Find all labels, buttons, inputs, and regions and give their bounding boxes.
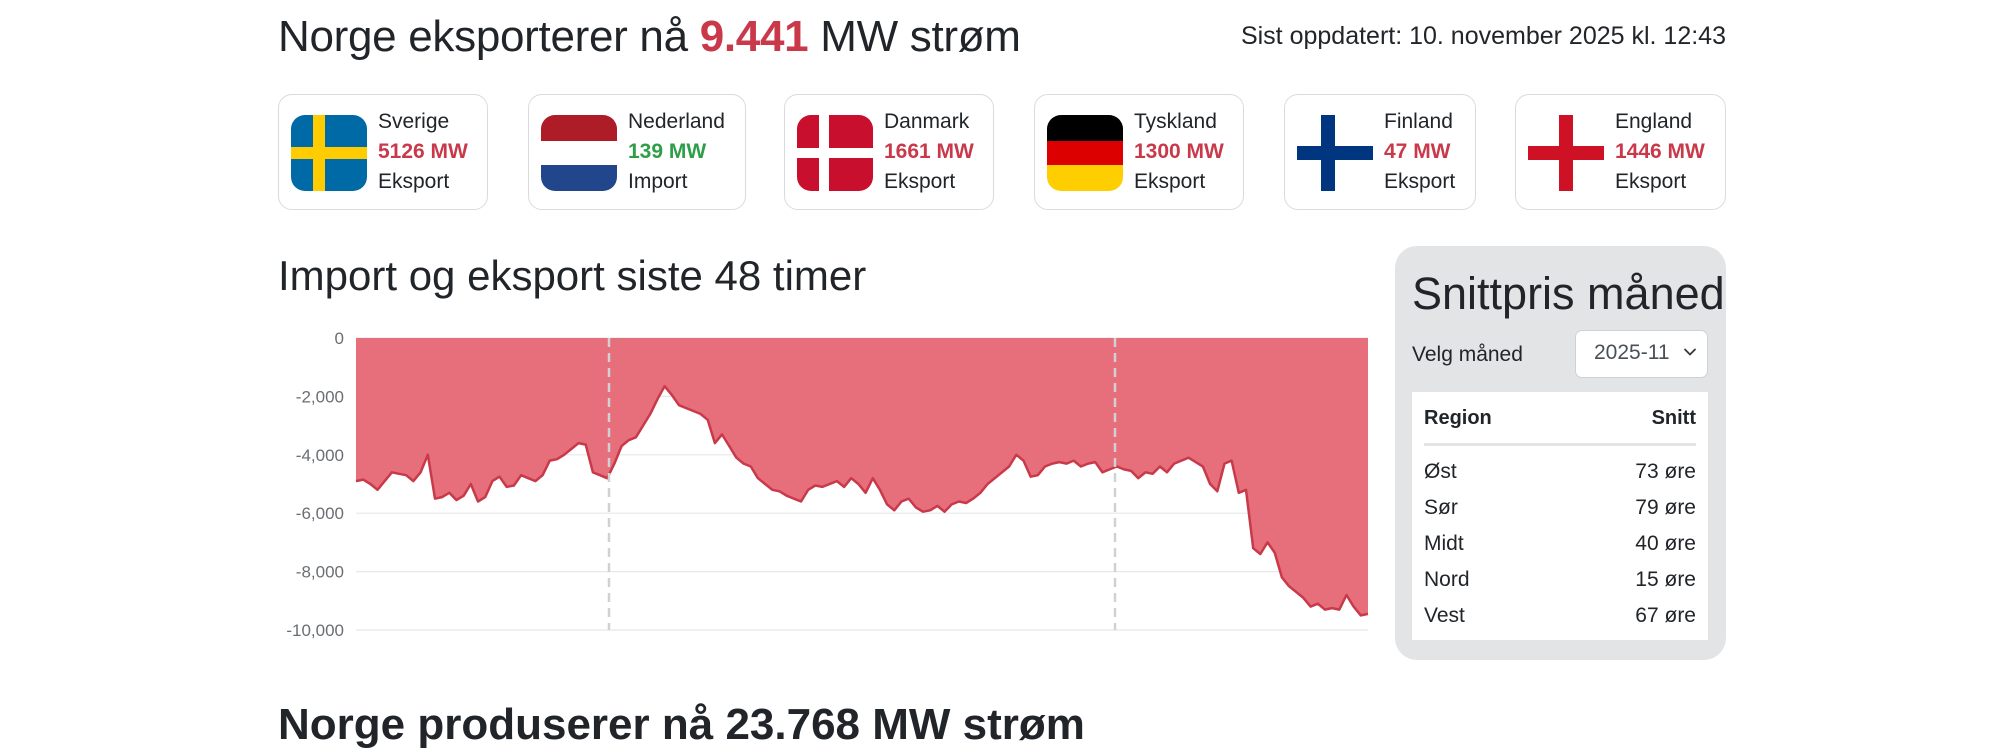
row-region: Øst — [1424, 460, 1457, 483]
row-region: Nord — [1424, 568, 1470, 591]
price-panel: Snittpris måned Velg måned 2025-11 Regio… — [1395, 246, 1726, 660]
export-headline: Norge eksporterer nå 9.441 MW strøm — [278, 12, 1021, 62]
price-panel-title: Snittpris måned — [1412, 268, 1725, 319]
country-name: Finland — [1384, 110, 1453, 133]
production-headline: Norge produserer nå 23.768 MW strøm — [278, 700, 1085, 750]
country-direction: Eksport — [1615, 170, 1687, 193]
country-mw: 139 MW — [628, 140, 707, 163]
y-tick-label: -6,000 — [296, 504, 344, 523]
country-name: England — [1615, 110, 1693, 133]
production-headline-prefix: Norge produserer nå — [278, 700, 726, 749]
month-select-label: Velg måned — [1412, 343, 1523, 366]
country-cards: Sverige 5126 MW Eksport Nederland 139 MW… — [278, 94, 1726, 210]
price-table: Region Snitt Øst 73 øre Sør 79 øre Midt 40 … — [1412, 392, 1708, 640]
country-direction: Eksport — [1134, 170, 1206, 193]
month-select-value: 2025-11 — [1594, 341, 1670, 364]
table-row: Sør 79 øre — [1424, 496, 1696, 532]
country-direction: Import — [628, 170, 688, 193]
row-price: 79 øre — [1635, 496, 1696, 519]
country-card-england[interactable]: England 1446 MW Eksport — [1515, 94, 1726, 210]
column-header-snitt: Snitt — [1651, 407, 1696, 429]
country-card-finland[interactable]: Finland 47 MW Eksport — [1284, 94, 1476, 210]
y-tick-label: 0 — [335, 329, 344, 348]
table-row: Øst 73 øre — [1424, 460, 1696, 496]
column-header-region: Region — [1424, 407, 1492, 429]
table-row: Nord 15 øre — [1424, 568, 1696, 604]
germany-flag-icon — [1047, 115, 1123, 191]
country-card-tyskland[interactable]: Tyskland 1300 MW Eksport — [1034, 94, 1244, 210]
y-tick-label: -2,000 — [296, 387, 344, 406]
row-price: 40 øre — [1635, 532, 1696, 555]
country-name: Sverige — [378, 110, 450, 133]
chart-section-title: Import og eksport siste 48 timer — [278, 252, 867, 299]
y-tick-label: -8,000 — [296, 563, 344, 582]
england-flag-icon — [1528, 115, 1604, 191]
country-mw: 5126 MW — [378, 140, 468, 163]
area-fill — [356, 338, 1368, 616]
country-direction: Eksport — [1384, 170, 1456, 193]
row-price: 73 øre — [1635, 460, 1696, 483]
export-headline-prefix: Norge eksporterer nå — [278, 12, 700, 61]
country-mw: 1300 MW — [1134, 140, 1224, 163]
finland-flag-icon — [1297, 115, 1373, 191]
row-price: 67 øre — [1635, 604, 1696, 627]
country-mw: 1446 MW — [1615, 140, 1705, 163]
row-region: Midt — [1424, 532, 1464, 555]
chevron-down-icon — [1684, 348, 1696, 356]
series-line — [355, 384, 1369, 617]
country-mw: 47 MW — [1384, 140, 1451, 163]
country-card-danmark[interactable]: Danmark 1661 MW Eksport — [784, 94, 994, 210]
y-tick-label: -10,000 — [286, 621, 344, 640]
month-select[interactable]: 2025-11 — [1575, 330, 1708, 378]
country-direction: Eksport — [378, 170, 450, 193]
chart-canvas[interactable]: 0 -2,000 -4,000 -6,000 -8,000 -10,000 — [278, 320, 1373, 645]
country-name: Danmark — [884, 110, 970, 133]
row-region: Sør — [1424, 496, 1458, 519]
table-row: Vest 67 øre — [1424, 604, 1696, 640]
country-direction: Eksport — [884, 170, 956, 193]
country-name: Nederland — [628, 110, 725, 133]
page-content: Norge eksporterer nå 9.441 MW strøm Sist… — [278, 0, 1726, 750]
denmark-flag-icon — [797, 115, 873, 191]
sweden-flag-icon — [291, 115, 367, 191]
export-value: 9.441 — [699, 12, 809, 61]
table-row: Midt 40 øre — [1424, 532, 1696, 568]
y-tick-label: -4,000 — [296, 446, 344, 465]
country-name: Tyskland — [1134, 110, 1217, 133]
import-export-chart[interactable]: 0 -2,000 -4,000 -6,000 -8,000 -10,000 — [278, 320, 1373, 645]
header-divider — [1424, 443, 1696, 446]
production-headline-suffix: MW strøm — [860, 700, 1085, 749]
last-updated: Sist oppdatert: 10. november 2025 kl. 12… — [1240, 22, 1726, 50]
row-price: 15 øre — [1635, 568, 1696, 591]
country-card-sverige[interactable]: Sverige 5126 MW Eksport — [278, 94, 488, 210]
production-value: 23.768 — [725, 700, 861, 749]
netherlands-flag-icon — [541, 115, 617, 191]
country-mw: 1661 MW — [884, 140, 974, 163]
row-region: Vest — [1424, 604, 1465, 627]
country-card-nederland[interactable]: Nederland 139 MW Import — [528, 94, 746, 210]
export-headline-suffix: MW strøm — [808, 12, 1021, 61]
